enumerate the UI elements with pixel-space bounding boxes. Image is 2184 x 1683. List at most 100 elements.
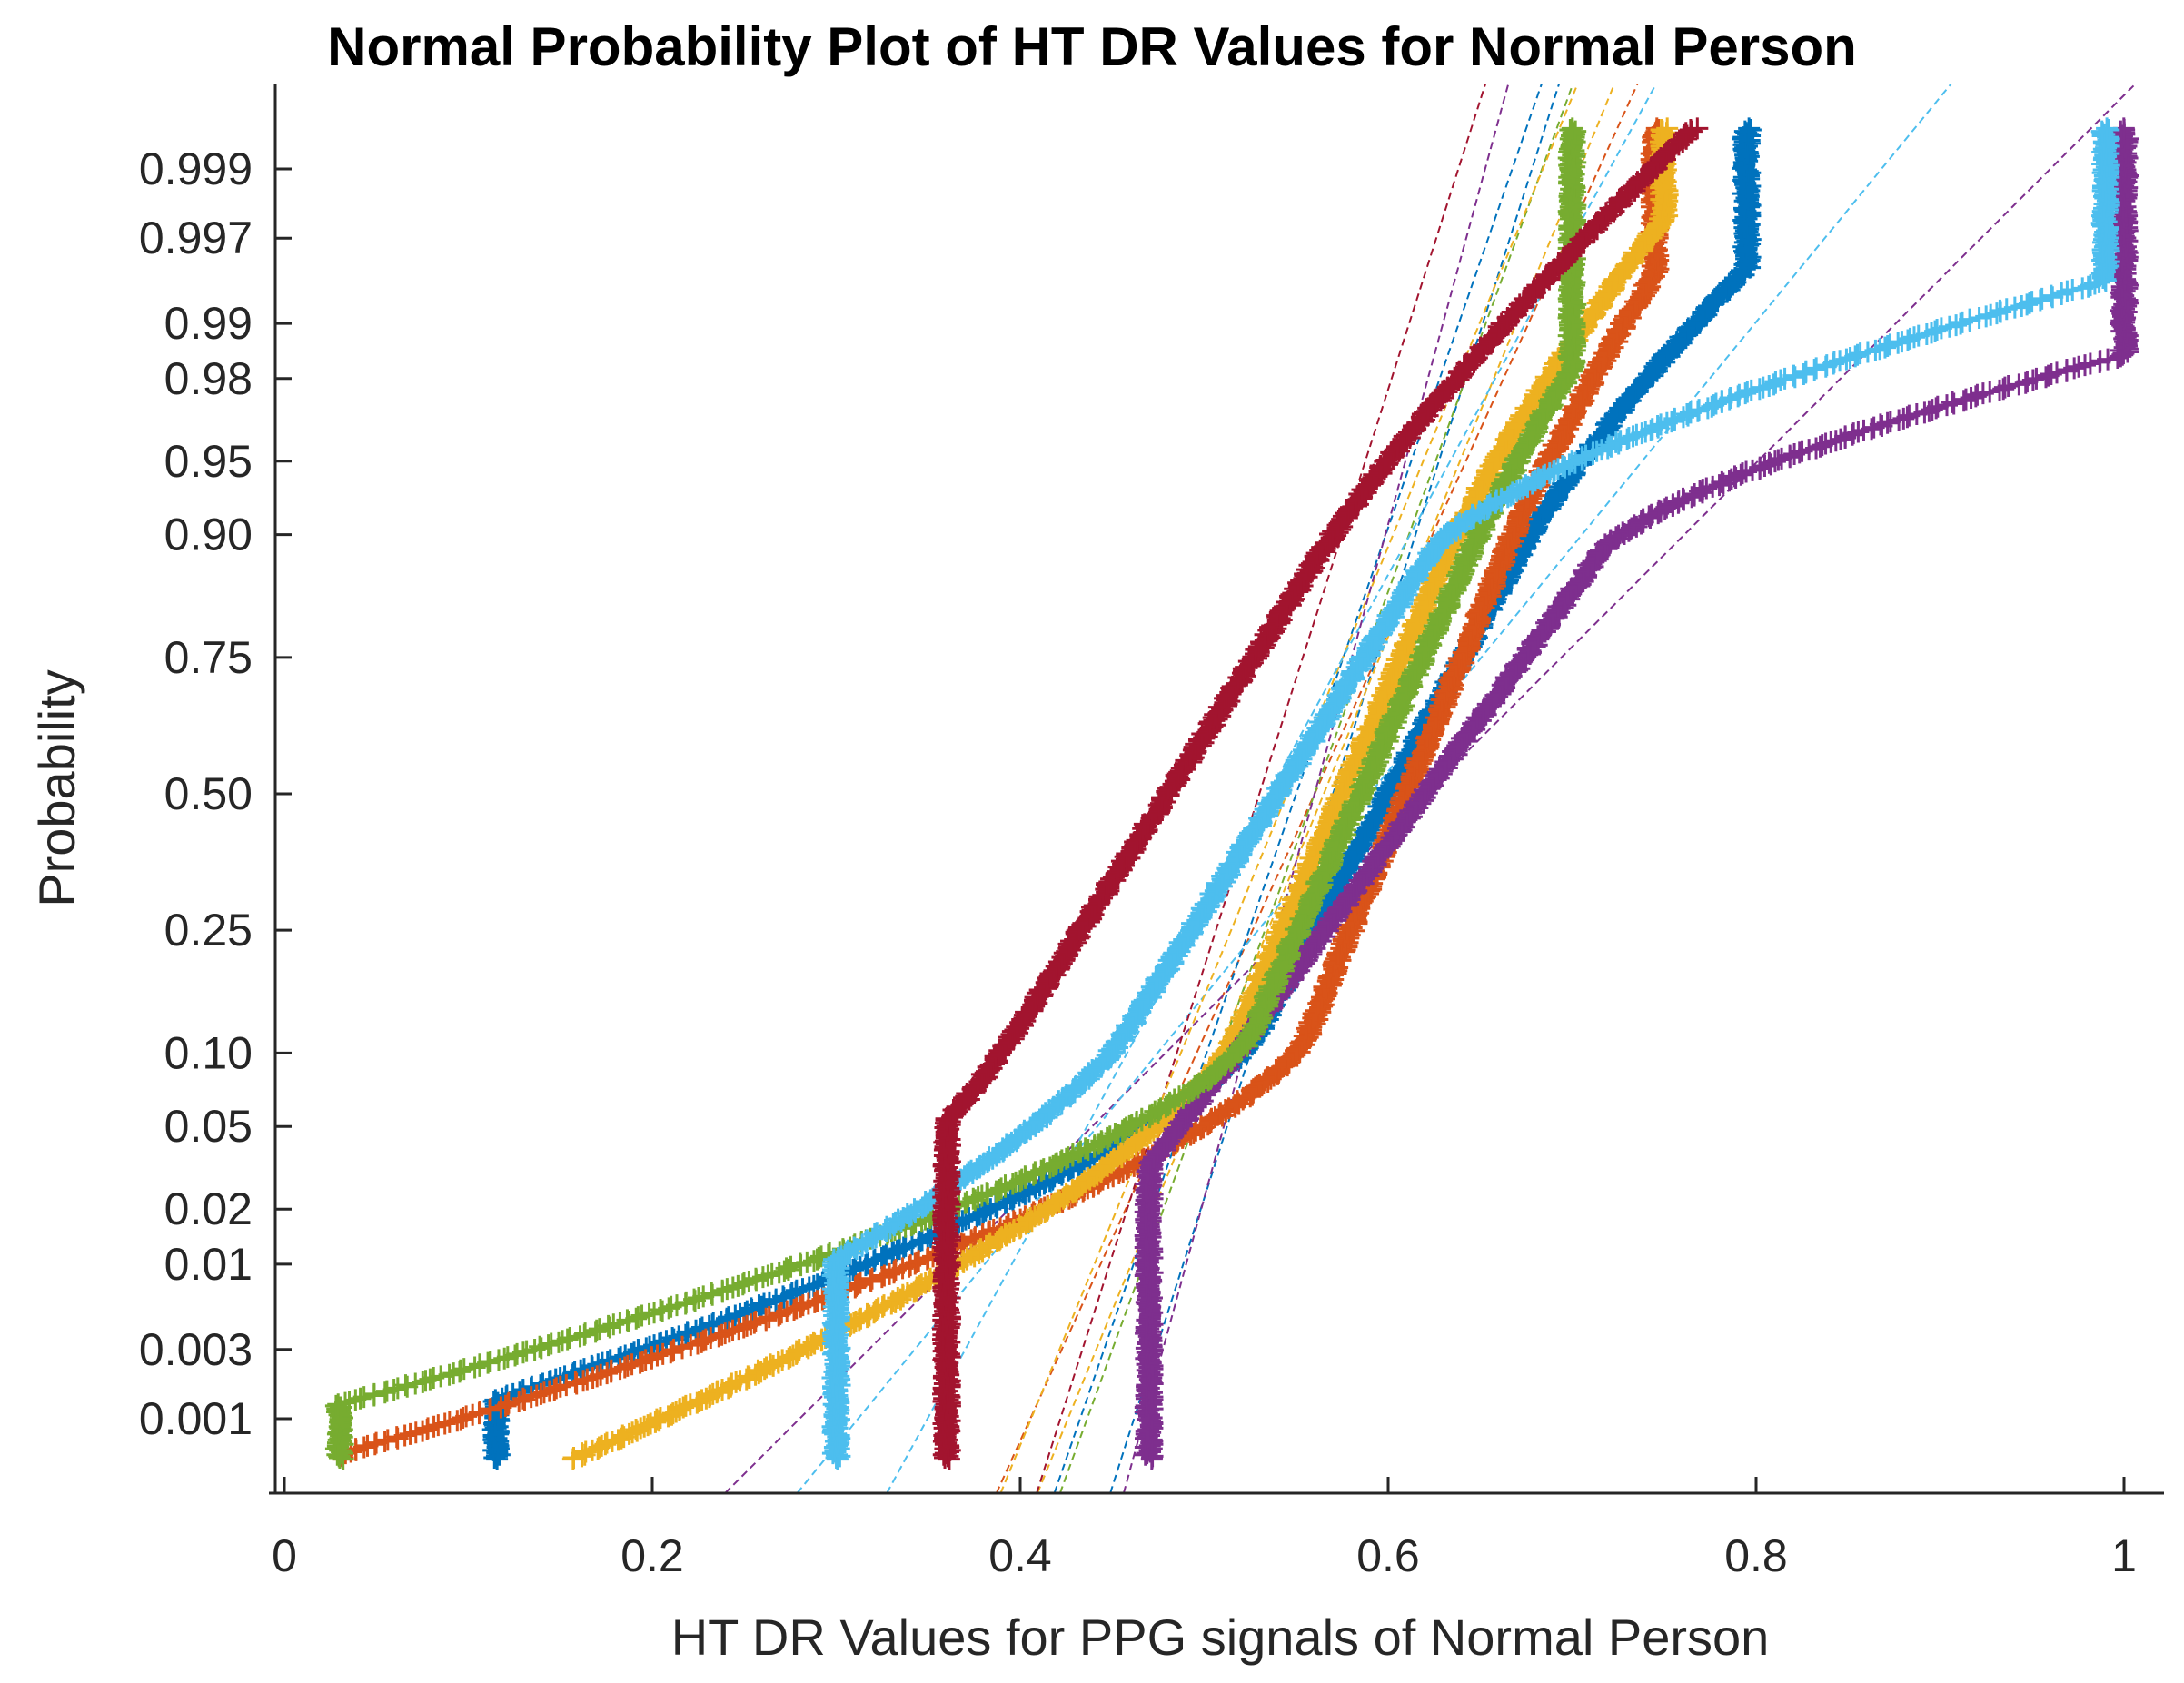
data-point	[452, 1406, 474, 1429]
data-point	[574, 1322, 597, 1345]
data-point	[780, 1282, 803, 1305]
data-point	[724, 1304, 747, 1327]
data-point	[770, 1302, 793, 1324]
fit-line	[1036, 84, 1487, 1493]
data-point	[687, 1286, 710, 1309]
data-point	[689, 1318, 711, 1341]
data-point	[1993, 376, 2016, 399]
data-point	[596, 1362, 619, 1385]
data-point	[845, 1274, 868, 1297]
data-point	[847, 1273, 869, 1296]
data-point	[450, 1408, 472, 1431]
data-point	[791, 1294, 814, 1317]
data-point	[452, 1358, 475, 1381]
data-point	[393, 1424, 416, 1447]
data-point	[870, 1246, 893, 1269]
data-point	[586, 1365, 609, 1388]
data-point	[463, 1356, 486, 1379]
data-point	[662, 1338, 685, 1361]
data-point	[718, 1321, 740, 1343]
data-point	[376, 1429, 399, 1451]
data-point	[646, 1344, 669, 1367]
data-point	[433, 1412, 456, 1435]
chart-title: Normal Probability Plot of HT DR Values …	[327, 16, 1857, 77]
data-point	[2068, 355, 2090, 378]
data-point	[1892, 407, 1915, 430]
data-point	[640, 1346, 663, 1369]
data-point	[446, 1410, 469, 1432]
data-point	[468, 1401, 491, 1423]
data-point	[860, 1267, 883, 1290]
data-point	[1739, 119, 1762, 142]
data-point	[2040, 362, 2062, 385]
data-point	[1226, 1090, 1248, 1113]
data-point	[1814, 432, 1837, 455]
data-point	[711, 1279, 734, 1302]
data-point	[494, 1394, 517, 1417]
data-point	[1254, 1069, 1276, 1092]
data-point	[1214, 1098, 1236, 1121]
data-point	[532, 1381, 555, 1404]
data-point	[479, 1398, 501, 1421]
data-point	[758, 1306, 780, 1329]
data-point	[906, 1251, 928, 1273]
data-series	[821, 117, 2120, 1470]
data-point	[422, 1415, 445, 1438]
data-point	[555, 1374, 578, 1397]
data-point	[2074, 354, 2097, 377]
data-point	[755, 1307, 778, 1330]
fit-line	[1109, 84, 1561, 1493]
data-point	[1992, 378, 2015, 401]
data-point	[908, 1250, 930, 1272]
data-point	[362, 1382, 385, 1405]
data-point	[872, 1245, 895, 1268]
fit-line	[1122, 84, 1510, 1493]
data-point	[508, 1391, 531, 1413]
data-point	[721, 1276, 744, 1299]
data-point	[660, 1341, 682, 1364]
data-point	[752, 1292, 775, 1315]
data-point	[1941, 391, 1964, 413]
data-point	[572, 1370, 595, 1392]
data-point	[506, 1342, 529, 1365]
data-point	[631, 1351, 654, 1373]
data-point	[497, 1391, 520, 1414]
data-point	[873, 1264, 896, 1287]
data-point	[950, 1232, 973, 1254]
data-point	[2035, 366, 2058, 389]
data-point	[698, 1314, 720, 1337]
data-point	[629, 1351, 651, 1374]
data-point	[627, 1306, 650, 1329]
data-point	[748, 1294, 770, 1317]
data-point	[1738, 117, 1761, 140]
data-series	[329, 117, 1670, 1470]
data-point	[585, 1319, 608, 1341]
data-point	[744, 1311, 767, 1333]
data-point	[676, 1321, 699, 1343]
data-point	[2079, 352, 2101, 375]
data-point	[716, 1278, 739, 1301]
data-point	[849, 1272, 871, 1294]
data-point	[1733, 120, 1756, 143]
data-point	[1788, 441, 1811, 464]
data-point	[1966, 383, 1989, 406]
data-point	[417, 1417, 440, 1440]
data-point	[2025, 367, 2048, 390]
data-point	[1954, 388, 1977, 411]
data-point	[399, 1422, 422, 1445]
data-point	[904, 1252, 927, 1275]
data-point	[352, 1436, 375, 1459]
data-point	[674, 1323, 697, 1346]
plot-area	[324, 84, 2139, 1493]
data-point	[999, 1187, 1022, 1210]
data-point	[545, 1377, 568, 1400]
data-point	[777, 1258, 799, 1281]
data-point	[412, 1420, 434, 1442]
data-point	[520, 1386, 542, 1409]
data-point	[576, 1368, 599, 1391]
fit-line	[1053, 84, 1543, 1493]
data-point	[690, 1331, 713, 1353]
data-point	[859, 1269, 882, 1292]
fit-line	[1058, 84, 1574, 1493]
